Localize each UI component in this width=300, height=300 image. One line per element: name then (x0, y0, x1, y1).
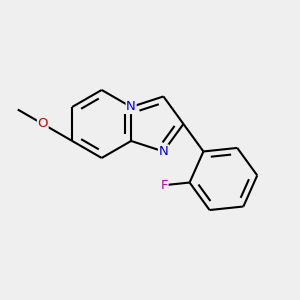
Text: O: O (38, 118, 48, 130)
Text: F: F (160, 179, 168, 192)
Text: N: N (126, 100, 136, 113)
Text: N: N (159, 145, 168, 158)
